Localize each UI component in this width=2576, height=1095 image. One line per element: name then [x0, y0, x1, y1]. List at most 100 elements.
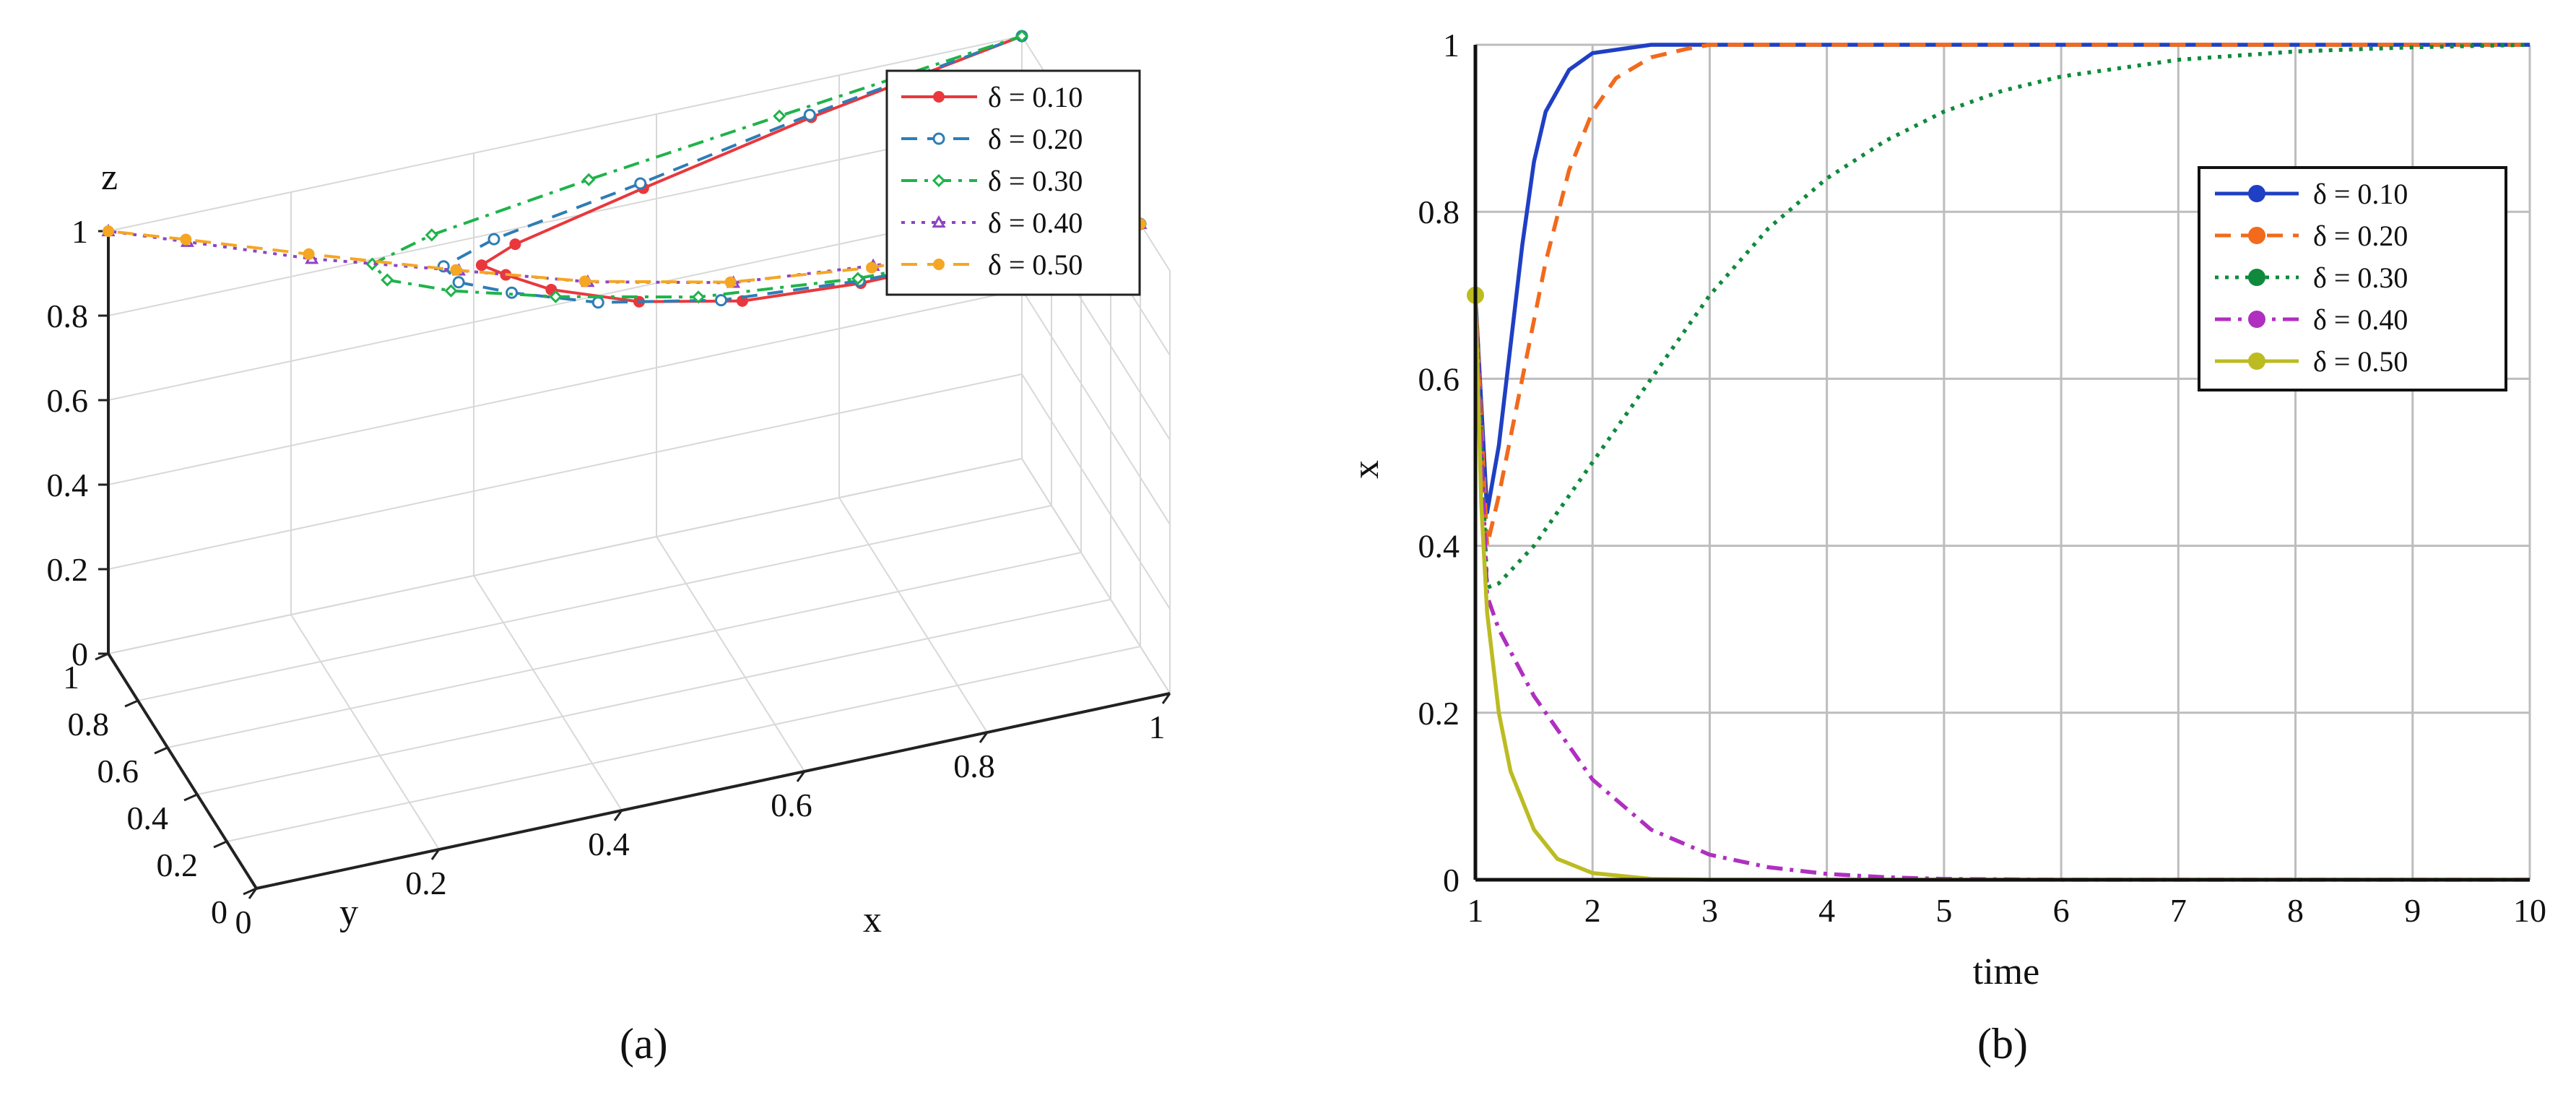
grid-line	[167, 552, 1082, 748]
series-point-1	[506, 286, 519, 299]
legend-entry: δ = 0.50	[2313, 345, 2408, 378]
series-line-1	[1473, 43, 2530, 548]
legend-entry: δ = 0.10	[988, 81, 1083, 113]
legend-marker	[2248, 227, 2265, 244]
x-tick-label: 5	[1935, 892, 1952, 929]
y-tick-label: 0.8	[1418, 194, 1460, 230]
legend-entry: δ = 0.30	[2313, 261, 2408, 294]
series-point-1	[634, 177, 647, 190]
series-line-4	[108, 222, 1141, 284]
y-tick-label: 0.6	[97, 753, 139, 789]
y-tick-label: 0	[211, 893, 227, 930]
grid-line	[1021, 289, 1171, 525]
y-tick-label: 0.6	[1418, 360, 1460, 397]
grid-line	[196, 599, 1111, 795]
legend-entry: δ = 0.30	[988, 165, 1083, 197]
series-point-0	[475, 259, 487, 272]
legend-entry: δ = 0.20	[988, 123, 1083, 155]
x-tick-label: 0	[235, 904, 252, 940]
z-tick-label: 0.4	[47, 467, 89, 503]
legend-marker	[933, 259, 945, 270]
y-tick-label: 0.4	[127, 800, 169, 836]
series-point-2	[691, 290, 706, 304]
y-axis-line	[107, 652, 258, 890]
series-point-2	[444, 284, 458, 298]
z-tick-label: 0.6	[47, 382, 89, 419]
grid-line	[108, 458, 1023, 654]
y-tick	[154, 746, 168, 755]
legend-marker	[932, 173, 946, 188]
series-point-4	[866, 261, 878, 274]
y-tick-label: 0.4	[1418, 528, 1460, 565]
y-tick-label: 0.2	[1418, 695, 1460, 732]
grid-line	[108, 289, 1023, 485]
grid-line	[108, 204, 1023, 401]
legend-marker	[932, 215, 946, 228]
panel-a: 0 0.2 0.4 0.6 0.8 1 0 0.2 0.4 0.6 0.8 1 0 0.2 0.4 0.6 0.…	[0, 0, 1288, 1091]
series-line-3	[1473, 295, 2530, 882]
series-point-2	[549, 290, 563, 303]
z-tick-label: 1	[71, 213, 88, 250]
series-point-1	[715, 294, 727, 307]
y-axis-label: y	[339, 892, 358, 933]
series-point-2	[851, 272, 865, 285]
series-point-4	[303, 248, 315, 260]
legend-marker	[2248, 352, 2265, 370]
series-point-1	[452, 276, 465, 289]
z-tick-label: 0	[71, 636, 88, 672]
grid-line	[226, 646, 1141, 842]
y-tick-label: 1	[63, 659, 79, 696]
legend-entry: δ = 0.40	[2313, 303, 2408, 336]
y-tick	[183, 793, 198, 802]
series-point-2	[381, 273, 394, 287]
legend-marker	[933, 91, 945, 103]
grid-line	[1021, 458, 1171, 694]
legend-marker	[932, 132, 945, 145]
axes-frame	[1473, 45, 2530, 882]
series-point-2	[582, 173, 596, 186]
x-tick	[796, 771, 806, 782]
x-tick-label: 0.2	[405, 865, 447, 901]
grid-line	[137, 505, 1052, 701]
series-point-4	[724, 276, 737, 288]
legend-box	[885, 69, 1141, 296]
chart-3d: 00.20.40.60.8100.20.40.60.8100.20.40.60.…	[47, 29, 1171, 1068]
caption-b: (b)	[1977, 1020, 2028, 1068]
x-tick-label: 0.6	[771, 787, 812, 823]
legend-2d: δ = 0.10 δ = 0.20 δ = 0.30 δ = 0.40 δ = 0.50	[2198, 166, 2507, 391]
grid-line	[838, 497, 988, 733]
x-tick-label: 9	[2404, 892, 2421, 929]
y-tick	[243, 887, 257, 896]
x-tick-label: 6	[2053, 892, 2070, 929]
x-tick-label: 4	[1818, 892, 1835, 929]
legend-entry: δ = 0.40	[988, 207, 1083, 239]
y-tick-label: 0.8	[68, 706, 110, 743]
series-point-2	[1015, 29, 1029, 43]
legend-marker	[2248, 311, 2265, 328]
y-tick-label: 1	[1443, 27, 1460, 64]
legend-marker	[2248, 185, 2265, 202]
series-point-4	[103, 225, 114, 237]
x-tick	[430, 849, 441, 860]
axes-3d	[95, 230, 1171, 899]
x-tick	[1161, 693, 1171, 704]
x-tick-label: 8	[2287, 892, 2304, 929]
series-point-4	[578, 275, 591, 287]
legend-entry: δ = 0.10	[2313, 178, 2408, 210]
legend-entry: δ = 0.50	[988, 248, 1083, 281]
y-tick-label: 0	[1443, 862, 1460, 899]
series-point-2	[365, 257, 379, 271]
z-tick-label: 0.8	[47, 298, 89, 334]
caption-a: (a)	[620, 1020, 668, 1068]
grid-line	[108, 373, 1023, 570]
grid-line	[1021, 373, 1171, 610]
y-axis-label: x	[1345, 460, 1387, 479]
series-point-0	[509, 238, 521, 251]
y-tick	[124, 699, 139, 708]
tick-labels-2d: 1 2 3 4 5 6 7 8 9 10 0 0.2 0.4 0.6 0.8 1	[1418, 27, 2547, 929]
grid-line	[108, 120, 1023, 316]
z-tick-label: 0.2	[47, 551, 89, 588]
grid-line	[473, 575, 623, 811]
x-tick-label: 2	[1584, 892, 1601, 929]
series-point-4	[450, 264, 462, 276]
